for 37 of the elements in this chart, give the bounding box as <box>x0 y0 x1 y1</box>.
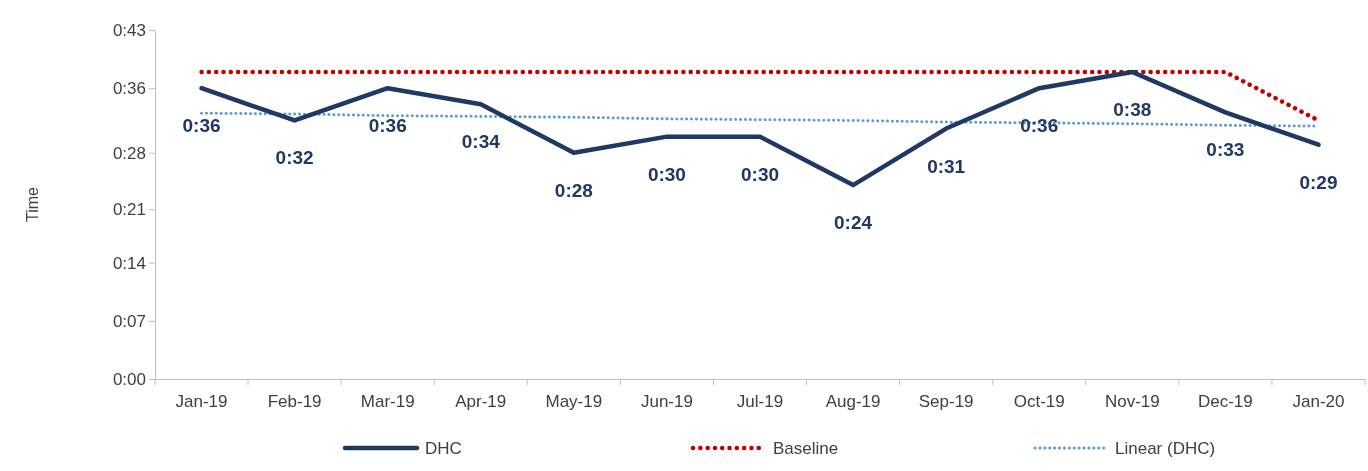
data-label: 0:36 <box>182 115 221 137</box>
y-tick-label: 0:43 <box>112 20 146 40</box>
y-tick-label: 0:36 <box>112 79 146 99</box>
x-tick-label: Feb-19 <box>267 391 322 411</box>
x-tick-label: Jan-20 <box>1292 391 1345 411</box>
x-tick-label: May-19 <box>545 391 603 411</box>
y-tick-label: 0:00 <box>112 369 146 389</box>
legend-label: Linear (DHC) <box>1115 439 1216 458</box>
x-tick-label: Sep-19 <box>918 391 974 411</box>
y-tick-label: 0:14 <box>112 253 146 273</box>
data-label: 0:34 <box>461 131 501 153</box>
legend-label: Baseline <box>773 439 839 458</box>
data-label: 0:36 <box>368 115 407 137</box>
x-tick-label: Mar-19 <box>360 391 415 411</box>
y-tick-label: 0:07 <box>112 311 146 331</box>
y-tick-label: 0:28 <box>112 143 146 163</box>
data-label: 0:36 <box>1020 115 1059 137</box>
x-tick-label: Apr-19 <box>455 391 507 411</box>
data-label: 0:38 <box>1113 99 1152 121</box>
x-tick-label: Jan-19 <box>175 391 228 411</box>
data-label: 0:24 <box>834 212 873 234</box>
data-label: 0:32 <box>275 147 314 169</box>
data-label: 0:28 <box>554 179 593 201</box>
data-label: 0:30 <box>740 163 780 185</box>
legend-label: DHC <box>425 439 462 458</box>
x-tick-label: Nov-19 <box>1104 391 1160 411</box>
x-tick-label: Jul-19 <box>736 391 784 411</box>
y-tick-label: 0:21 <box>112 200 146 220</box>
x-tick-label: Dec-19 <box>1197 391 1253 411</box>
x-tick-label: Jun-19 <box>640 391 693 411</box>
y-axis-title: Time <box>24 186 41 222</box>
data-label: 0:29 <box>1299 171 1338 193</box>
data-label: 0:33 <box>1206 139 1245 161</box>
x-tick-label: Aug-19 <box>825 391 881 411</box>
data-label: 0:31 <box>927 155 966 177</box>
data-label: 0:30 <box>647 163 686 185</box>
x-tick-label: Oct-19 <box>1013 391 1065 411</box>
